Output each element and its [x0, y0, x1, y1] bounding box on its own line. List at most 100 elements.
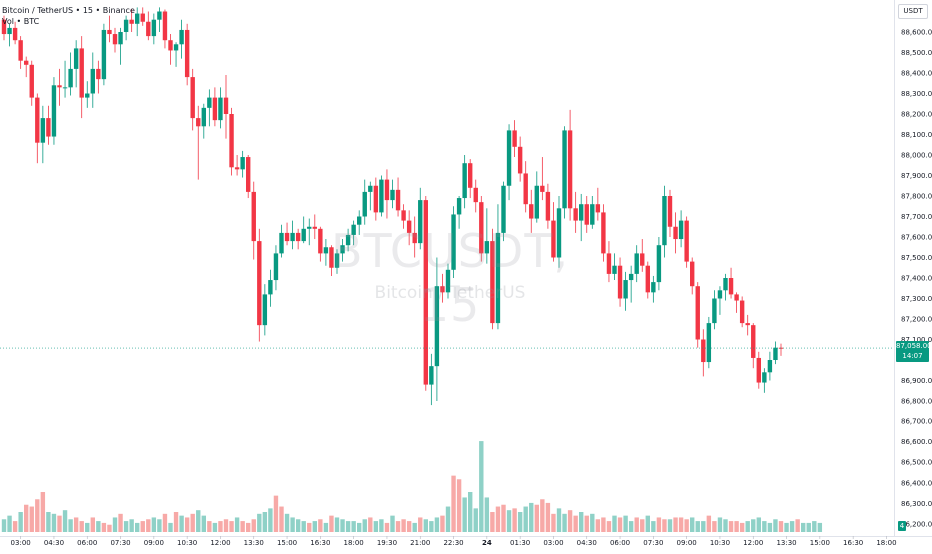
candle-body	[440, 286, 445, 293]
candle-body	[246, 157, 251, 192]
candle-body	[695, 286, 700, 340]
volume-bar	[534, 504, 539, 532]
candle-body	[373, 185, 379, 213]
volume-bar	[90, 517, 95, 532]
volume-bar	[390, 515, 395, 532]
time-tick-label: 15:00	[277, 539, 297, 547]
volume-bar	[112, 517, 118, 532]
volume-bar	[773, 519, 778, 532]
price-tick-label: 86,900.00	[901, 377, 932, 385]
volume-bar	[212, 522, 218, 532]
volume-bar	[573, 515, 578, 532]
candle-body	[279, 232, 284, 254]
volume-bar	[107, 524, 112, 532]
candle-body	[529, 204, 534, 219]
volume-bar	[645, 515, 650, 532]
volume-bar	[196, 510, 201, 532]
candle-body	[29, 64, 34, 98]
time-axis[interactable]: 03:00 04:30 06:00 07:30 09:00 10:30 12:00 13:30…	[11, 536, 897, 547]
current-price-value: 87,058.00	[896, 342, 932, 350]
candle-body	[395, 189, 401, 211]
candle-body	[468, 163, 473, 188]
volume-bar	[751, 519, 756, 532]
candle-body	[212, 97, 218, 121]
volume-bar	[268, 508, 273, 532]
candle-body	[595, 204, 601, 213]
volume-bar	[334, 517, 340, 532]
volume-bar	[62, 510, 68, 532]
volume-bar	[484, 497, 490, 532]
candle-body	[73, 48, 79, 69]
volume-bar	[373, 521, 379, 532]
candle-body	[79, 48, 84, 98]
candle-body	[612, 265, 617, 274]
price-tick-label: 88,600.00	[901, 29, 932, 37]
volume-bar	[490, 512, 495, 532]
candle-body	[223, 97, 229, 114]
time-tick-label: 16:30	[843, 539, 863, 547]
volume-bar	[501, 504, 506, 532]
volume-value-tag: 4	[898, 521, 906, 531]
volume-bar	[101, 522, 107, 532]
candle-body	[334, 253, 340, 268]
volume-bar	[79, 521, 84, 532]
volume-bar	[329, 515, 334, 532]
candle-body	[329, 247, 334, 268]
price-axis[interactable]: 88,600.00 88,500.00 88,400.00 88,300.00 88,2…	[901, 29, 932, 529]
price-tick-label: 86,300.00	[901, 500, 932, 508]
candle-body	[384, 179, 390, 201]
volume-bar	[628, 521, 634, 532]
symbol-legend[interactable]: Bitcoin / TetherUS • 15 • Binance	[2, 6, 135, 15]
candle-body	[345, 234, 351, 246]
price-tick-label: 87,200.00	[901, 316, 932, 324]
volume-bar	[251, 519, 256, 532]
volume-bar	[701, 521, 706, 532]
price-tick-label: 88,500.00	[901, 49, 932, 57]
candle-body	[157, 11, 162, 20]
candle-body	[751, 325, 756, 358]
volume-bar	[562, 513, 567, 532]
candle-body	[434, 286, 440, 367]
candle-body	[46, 118, 51, 137]
currency-unit-button[interactable]: USDT	[898, 4, 928, 19]
volume-bar	[146, 519, 151, 532]
volume-bar	[817, 522, 823, 532]
candle-body	[101, 29, 107, 80]
volume-bar	[456, 479, 462, 532]
volume-bar	[590, 513, 595, 532]
time-tick-label: 24	[482, 539, 492, 547]
volume-bar	[690, 517, 695, 532]
price-tick-label: 88,400.00	[901, 70, 932, 78]
candle-body	[284, 232, 290, 242]
volume-bar	[68, 519, 73, 532]
candle-body	[767, 360, 773, 373]
volume-bar	[551, 513, 556, 532]
volume-bar	[340, 519, 345, 532]
time-tick-label: 19:30	[377, 539, 397, 547]
volume-bar	[57, 515, 62, 532]
volume-bar	[495, 506, 501, 532]
volume-bar	[801, 522, 806, 532]
price-tick-label: 88,300.00	[901, 90, 932, 98]
candle-body	[146, 21, 151, 37]
volume-bar	[739, 522, 745, 532]
candle-body	[68, 68, 73, 88]
candle-body	[24, 60, 29, 65]
volume-bar	[445, 506, 451, 532]
candle-body	[579, 204, 584, 221]
candle-body	[379, 179, 384, 213]
volume-legend[interactable]: Vol • BTC	[2, 17, 40, 26]
volume-bar	[717, 517, 723, 532]
volume-bar	[168, 522, 173, 532]
volume-bar	[540, 499, 545, 532]
volume-bar	[789, 521, 795, 532]
volume-bar	[345, 521, 351, 532]
volume-bar	[545, 502, 551, 532]
candle-body	[701, 339, 706, 363]
volume-bar	[323, 522, 329, 532]
volume-bar	[595, 519, 601, 532]
volume-bar	[612, 515, 617, 532]
volume-bar	[290, 517, 295, 532]
